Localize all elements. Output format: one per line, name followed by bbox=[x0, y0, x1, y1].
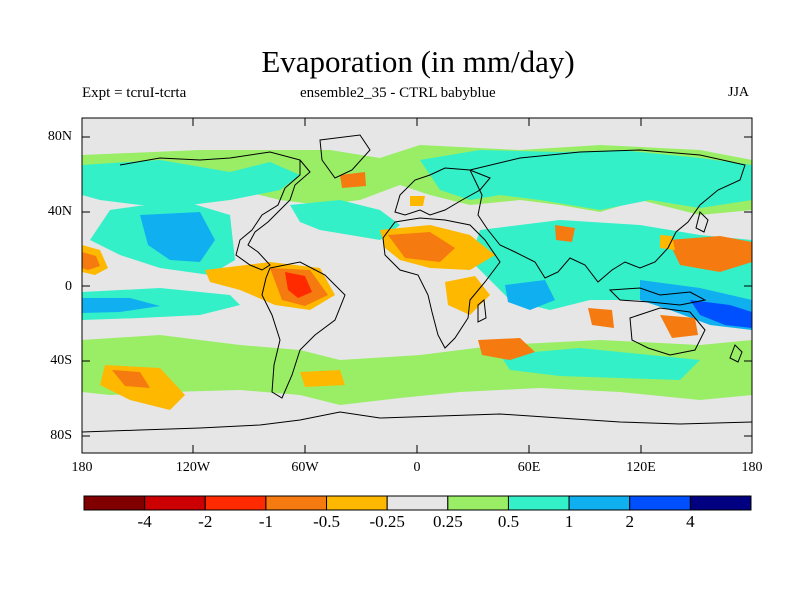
colorbar-swatch bbox=[204, 495, 267, 511]
contour-region-arctic-orange bbox=[340, 172, 366, 188]
colorbar-tick-label: 2 bbox=[625, 512, 634, 531]
y-tick-label: 40S bbox=[50, 353, 72, 368]
colorbar-tick-label: 0.25 bbox=[432, 512, 463, 531]
x-tick-label: 180 bbox=[71, 460, 93, 475]
contour-region-southatlantic-orange bbox=[478, 338, 535, 360]
colorbar bbox=[83, 495, 752, 511]
evaporation-contours bbox=[82, 134, 752, 433]
colorbar-swatch bbox=[265, 495, 328, 511]
ensemble-label: ensemble2_35 - CTRL babyblue bbox=[300, 85, 496, 101]
colorbar-tick-label: -0.5 bbox=[313, 512, 340, 531]
colorbar-swatch bbox=[83, 495, 146, 511]
coastline-asia bbox=[469, 149, 746, 283]
map-title: Evaporation (in mm/day) bbox=[261, 44, 575, 79]
contour-region-westpacific-orange-edge bbox=[660, 235, 675, 250]
coastline-greenland bbox=[319, 134, 371, 179]
coastline-madagascar bbox=[477, 299, 487, 323]
season-label: JJA bbox=[728, 85, 750, 100]
contour-region-africa-south-orange bbox=[445, 276, 490, 315]
colorbar-tick-label: -4 bbox=[137, 512, 152, 531]
contour-region-southern-orange bbox=[300, 370, 345, 387]
colorbar-tick-label: -0.25 bbox=[369, 512, 405, 531]
contour-region-atlantic-cyan bbox=[290, 200, 400, 240]
contour-region-tropical-blue bbox=[82, 298, 160, 313]
contour-region-westpacific-deep bbox=[690, 300, 752, 328]
x-axis-ticks bbox=[192, 118, 642, 453]
contour-region-australia-orange bbox=[660, 315, 698, 338]
colorbar-swatch bbox=[568, 495, 631, 511]
x-tick-label: 180 bbox=[741, 460, 763, 475]
y-axis-ticks bbox=[82, 136, 752, 437]
contour-region-north-cyan bbox=[82, 150, 752, 210]
colorbar-tick-label: -1 bbox=[258, 512, 273, 531]
map-panel bbox=[81, 117, 753, 454]
x-tick-label: 60E bbox=[517, 460, 541, 475]
contour-region-indian-orange bbox=[588, 308, 614, 328]
colorbar-swatch bbox=[326, 495, 388, 511]
contour-region-westpacific-orange bbox=[668, 236, 752, 272]
colorbar-swatch bbox=[507, 495, 570, 511]
coastline-indonesia bbox=[608, 287, 707, 306]
contour-region-nafrica-orange bbox=[410, 196, 425, 206]
contour-region-sahara-red bbox=[388, 232, 455, 262]
coastline-africa bbox=[382, 217, 501, 349]
y-tick-label: 80N bbox=[47, 129, 72, 144]
coastline-new-zealand bbox=[729, 344, 743, 363]
colorbar-tick-label: 0.5 bbox=[497, 512, 520, 531]
contour-region-tropical-cyan bbox=[82, 288, 240, 320]
colorbar-tick-label: -2 bbox=[198, 512, 213, 531]
colorbar-swatch bbox=[386, 495, 449, 511]
colorbar-swatch bbox=[689, 495, 752, 511]
coastline-europe bbox=[394, 167, 491, 216]
contour-region-pacific-east-red bbox=[82, 252, 100, 270]
coastline-japan bbox=[695, 211, 709, 233]
contour-region-indian-blue bbox=[505, 280, 555, 310]
y-tick-label: 40N bbox=[47, 204, 72, 219]
y-tick-label: 0 bbox=[65, 279, 72, 294]
colorbar-swatch bbox=[144, 495, 206, 511]
y-tick-label: 80S bbox=[50, 428, 72, 443]
x-tick-label: 60W bbox=[291, 460, 319, 475]
coastline-antarctica bbox=[82, 411, 752, 433]
contour-region-china-orange bbox=[555, 225, 575, 242]
contour-region-southern-cyan bbox=[500, 348, 700, 380]
x-tick-label: 0 bbox=[413, 460, 421, 475]
x-tick-label: 120E bbox=[626, 460, 656, 475]
contour-region-amazon-core bbox=[285, 272, 312, 298]
colorbar-swatch bbox=[447, 495, 509, 511]
colorbar-swatch bbox=[629, 495, 691, 511]
contour-region-southpacific-red bbox=[112, 370, 150, 388]
coastlines bbox=[82, 134, 752, 433]
x-tick-label: 120W bbox=[175, 460, 211, 475]
experiment-label: Expt = tcruI-tcrta bbox=[82, 85, 187, 101]
coastline-australia bbox=[629, 307, 706, 356]
coastline-south-america bbox=[261, 261, 346, 399]
colorbar-tick-label: 4 bbox=[686, 512, 695, 531]
colorbar-tick-label: 1 bbox=[564, 512, 574, 531]
coastline-north-america bbox=[119, 151, 311, 271]
contour-region-pacific-deepblue bbox=[140, 212, 215, 262]
